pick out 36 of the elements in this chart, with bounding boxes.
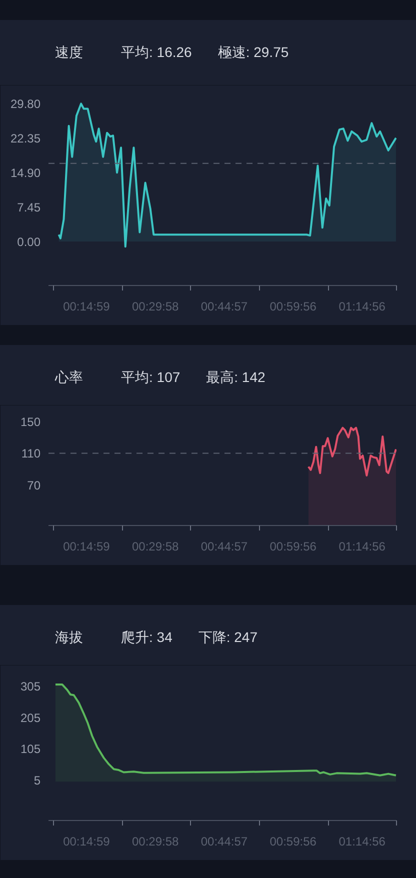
x-tick-label: 00:59:56: [270, 300, 317, 314]
x-tick-label: 00:14:59: [63, 300, 110, 314]
y-tick-label: 110: [21, 446, 41, 461]
chart-title: 心率: [55, 369, 83, 385]
x-tick-label: 00:29:58: [132, 540, 180, 554]
x-tick-label: 00:59:56: [270, 834, 317, 848]
x-tick-label: 01:14:56: [338, 300, 386, 314]
y-tick-label: 205: [20, 710, 41, 725]
chart-title: 海拔: [55, 629, 83, 645]
x-tick-label: 00:14:59: [63, 834, 110, 848]
y-tick-label: 305: [20, 680, 41, 694]
text: 最高: 142: [206, 369, 266, 385]
y-tick-label: 0.00: [17, 235, 41, 250]
x-tick-label: 00:44:57: [200, 300, 248, 314]
text: 平均: 16.26: [121, 44, 192, 60]
y-tick-label: 22.35: [10, 132, 41, 146]
x-tick-label: 00:29:58: [132, 300, 180, 314]
x-tick-label: 00:59:56: [270, 540, 317, 554]
y-tick-label: 14.90: [10, 166, 41, 180]
y-tick-label: 7.45: [17, 200, 41, 215]
y-tick-label: 5: [34, 774, 41, 788]
y-tick-label: 70: [27, 478, 41, 492]
text: 極速: 29.75: [218, 44, 289, 60]
text: 下降: 247: [198, 629, 258, 645]
chart-title: 速度: [55, 44, 83, 60]
x-tick-label: 00:44:57: [200, 834, 248, 848]
y-tick-label: 29.80: [10, 97, 41, 112]
x-tick-label: 01:14:56: [338, 540, 386, 554]
x-tick-label: 00:44:57: [200, 540, 248, 554]
y-tick-label: 105: [20, 742, 41, 756]
text: 平均: 107: [121, 369, 180, 385]
y-tick-label: 150: [20, 414, 41, 429]
text: 爬升: 34: [121, 629, 172, 645]
x-tick-label: 01:14:56: [338, 834, 386, 848]
x-tick-label: 00:14:59: [63, 540, 110, 554]
x-tick-label: 00:29:58: [132, 834, 180, 848]
